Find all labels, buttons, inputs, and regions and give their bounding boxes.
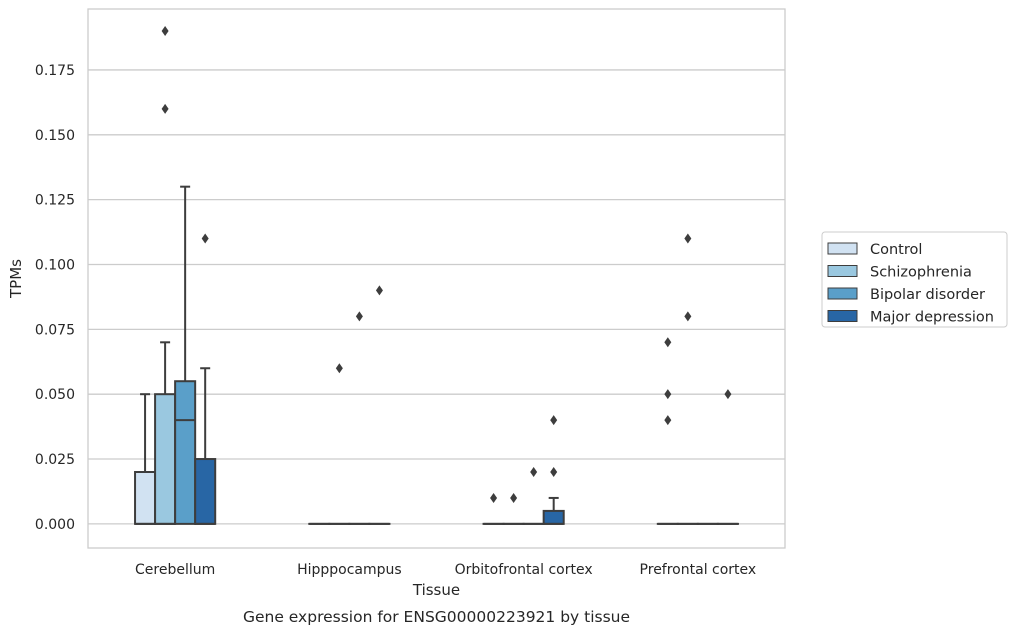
box-body bbox=[194, 458, 217, 525]
x-axis-ticks: Cerebellum Hipppocampus Orbitofrontal cort… bbox=[135, 562, 756, 578]
plot-area-frame bbox=[87, 8, 786, 549]
legend-label: Schizophrenia bbox=[870, 265, 972, 281]
box-control bbox=[656, 337, 679, 525]
outlier-point bbox=[550, 415, 558, 426]
y-tick-label: 0.175 bbox=[35, 63, 75, 79]
legend-swatch bbox=[827, 242, 858, 255]
box-major-depression bbox=[716, 389, 739, 525]
box-bipolar-disorder bbox=[174, 185, 197, 525]
box-body bbox=[154, 393, 177, 525]
y-tick-label: 0.125 bbox=[35, 193, 75, 209]
legend-frame bbox=[821, 231, 1008, 328]
outlier-point bbox=[510, 492, 518, 503]
outlier-point bbox=[530, 467, 538, 478]
outlier-point bbox=[161, 26, 169, 37]
boxes bbox=[134, 26, 739, 525]
y-axis-ticks: 0.000 0.025 0.050 0.075 0.100 0.125 0.150 0.175 bbox=[35, 63, 75, 533]
box-schizophrenia bbox=[328, 363, 351, 525]
outlier-point bbox=[550, 467, 558, 478]
y-axis-title: TPMs bbox=[7, 259, 25, 299]
box-major-depression bbox=[542, 415, 565, 525]
x-tick-label: Cerebellum bbox=[135, 562, 215, 578]
y-tick-label: 0.150 bbox=[35, 128, 75, 144]
legend-swatch bbox=[827, 265, 858, 277]
legend: Control Schizophrenia Bipolar disorder Majo… bbox=[821, 231, 1008, 328]
legend-item: Control bbox=[827, 242, 922, 258]
y-tick-label: 0.025 bbox=[35, 452, 75, 468]
outlier-point bbox=[201, 233, 209, 244]
outlier-point bbox=[490, 492, 498, 503]
outlier-point bbox=[684, 233, 692, 244]
x-axis-title: Tissue bbox=[412, 581, 460, 599]
outlier-point bbox=[161, 103, 169, 114]
box-bipolar-disorder bbox=[348, 311, 371, 525]
box-major-depression bbox=[194, 233, 217, 525]
legend-swatch bbox=[827, 287, 858, 300]
y-tick-label: 0.075 bbox=[35, 322, 75, 338]
box-bipolar-disorder bbox=[522, 467, 545, 525]
outlier-point bbox=[684, 311, 692, 322]
outlier-point bbox=[664, 389, 672, 400]
outlier-point bbox=[664, 415, 672, 426]
x-tick-label: Hipppocampus bbox=[297, 562, 402, 578]
legend-label: Control bbox=[870, 242, 922, 258]
legend-label: Major depression bbox=[870, 310, 994, 326]
legend-item: Schizophrenia bbox=[827, 265, 972, 281]
y-tick-label: 0.100 bbox=[35, 257, 75, 273]
box-body bbox=[542, 509, 565, 525]
chart-caption: Gene expression for ENSG00000223921 by t… bbox=[243, 608, 630, 626]
x-tick-label: Orbitofrontal cortex bbox=[455, 562, 593, 578]
outlier-point bbox=[335, 363, 343, 374]
box-body bbox=[134, 471, 157, 525]
box-schizophrenia bbox=[676, 233, 699, 525]
x-tick-label: Prefrontal cortex bbox=[640, 562, 757, 578]
outlier-point bbox=[724, 389, 732, 400]
y-tick-label: 0.000 bbox=[35, 517, 75, 533]
box-control bbox=[482, 492, 505, 525]
outlier-point bbox=[355, 311, 363, 322]
legend-item: Bipolar disorder bbox=[827, 287, 985, 303]
legend-item: Major depression bbox=[827, 310, 994, 326]
outlier-point bbox=[375, 285, 383, 296]
legend-swatch bbox=[827, 310, 858, 322]
outlier-point bbox=[664, 337, 672, 348]
box-major-depression bbox=[368, 285, 391, 525]
box-schizophrenia bbox=[154, 26, 177, 525]
y-tick-label: 0.050 bbox=[35, 387, 75, 403]
box-schizophrenia bbox=[502, 492, 525, 525]
box-body bbox=[174, 380, 197, 525]
legend-label: Bipolar disorder bbox=[870, 287, 985, 303]
